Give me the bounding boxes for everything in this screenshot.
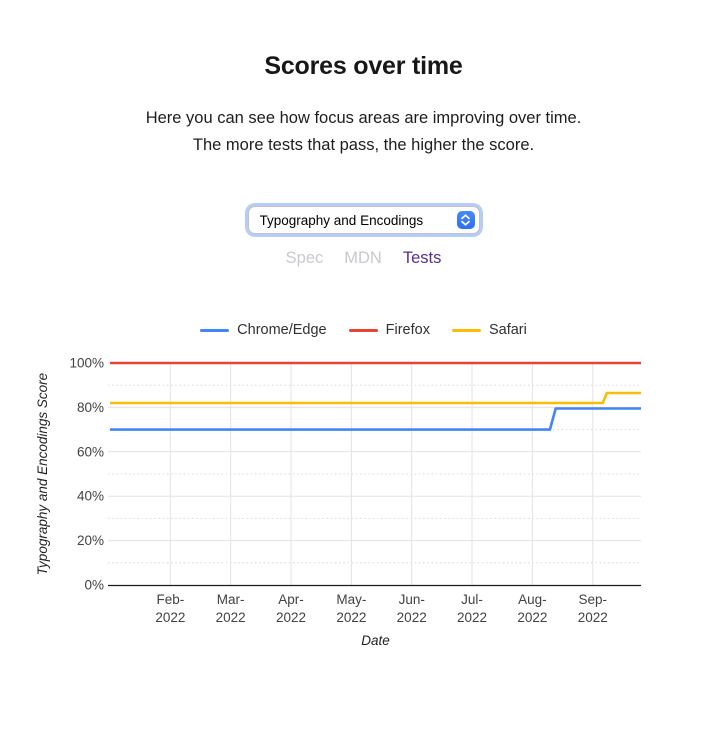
focus-area-select-row: Typography and Encodings bbox=[0, 206, 727, 235]
page-title: Scores over time bbox=[264, 52, 463, 80]
svg-text:Jul-2022: Jul-2022 bbox=[457, 592, 487, 625]
legend-swatch-chrome-edge bbox=[200, 328, 230, 333]
svg-text:Mar-2022: Mar-2022 bbox=[216, 592, 246, 625]
tab-mdn[interactable]: MDN bbox=[344, 249, 382, 268]
view-tabs: Spec MDN Tests bbox=[0, 249, 727, 268]
svg-text:May-2022: May-2022 bbox=[336, 592, 366, 625]
svg-text:80%: 80% bbox=[77, 400, 104, 415]
svg-text:Sep-2022: Sep-2022 bbox=[578, 592, 608, 625]
svg-text:Typography and Encodings Score: Typography and Encodings Score bbox=[35, 373, 50, 575]
legend-item-chrome-edge: Chrome/Edge bbox=[200, 322, 327, 339]
chart-legend: Chrome/Edge Firefox Safari bbox=[0, 322, 727, 338]
scores-line-chart: Feb-2022 Mar-2022 Apr-2022 May-2022 Jun-2022… bbox=[35, 356, 641, 648]
svg-text:Jun-2022: Jun-2022 bbox=[397, 592, 427, 625]
tab-spec[interactable]: Spec bbox=[285, 249, 324, 268]
focus-area-select[interactable]: Typography and Encodings bbox=[247, 206, 480, 235]
svg-text:40%: 40% bbox=[77, 489, 104, 504]
focus-area-select-wrap: Typography and Encodings bbox=[247, 206, 480, 235]
svg-text:Apr-2022: Apr-2022 bbox=[276, 592, 306, 625]
svg-text:Aug-2022: Aug-2022 bbox=[517, 592, 547, 625]
page-description: Here you can see how focus areas are imp… bbox=[145, 109, 582, 154]
legend-item-firefox: Firefox bbox=[348, 322, 430, 339]
legend-label: Chrome/Edge bbox=[237, 322, 327, 339]
svg-text:Feb-2022: Feb-2022 bbox=[155, 592, 185, 625]
scores-over-time-page: Scores over time Here you can see how fo… bbox=[0, 52, 727, 669]
legend-item-safari: Safari bbox=[451, 322, 527, 339]
chart-area: Feb-2022 Mar-2022 Apr-2022 May-2022 Jun-2022… bbox=[0, 343, 727, 669]
svg-text:60%: 60% bbox=[77, 445, 104, 460]
tab-tests[interactable]: Tests bbox=[402, 249, 442, 268]
legend-swatch-firefox bbox=[348, 328, 378, 333]
svg-text:20%: 20% bbox=[77, 534, 104, 549]
svg-text:100%: 100% bbox=[69, 356, 104, 371]
legend-label: Safari bbox=[488, 322, 527, 339]
svg-text:0%: 0% bbox=[84, 578, 104, 593]
legend-swatch-safari bbox=[451, 328, 481, 333]
svg-text:Date: Date bbox=[361, 633, 390, 648]
legend-label: Firefox bbox=[385, 322, 430, 339]
